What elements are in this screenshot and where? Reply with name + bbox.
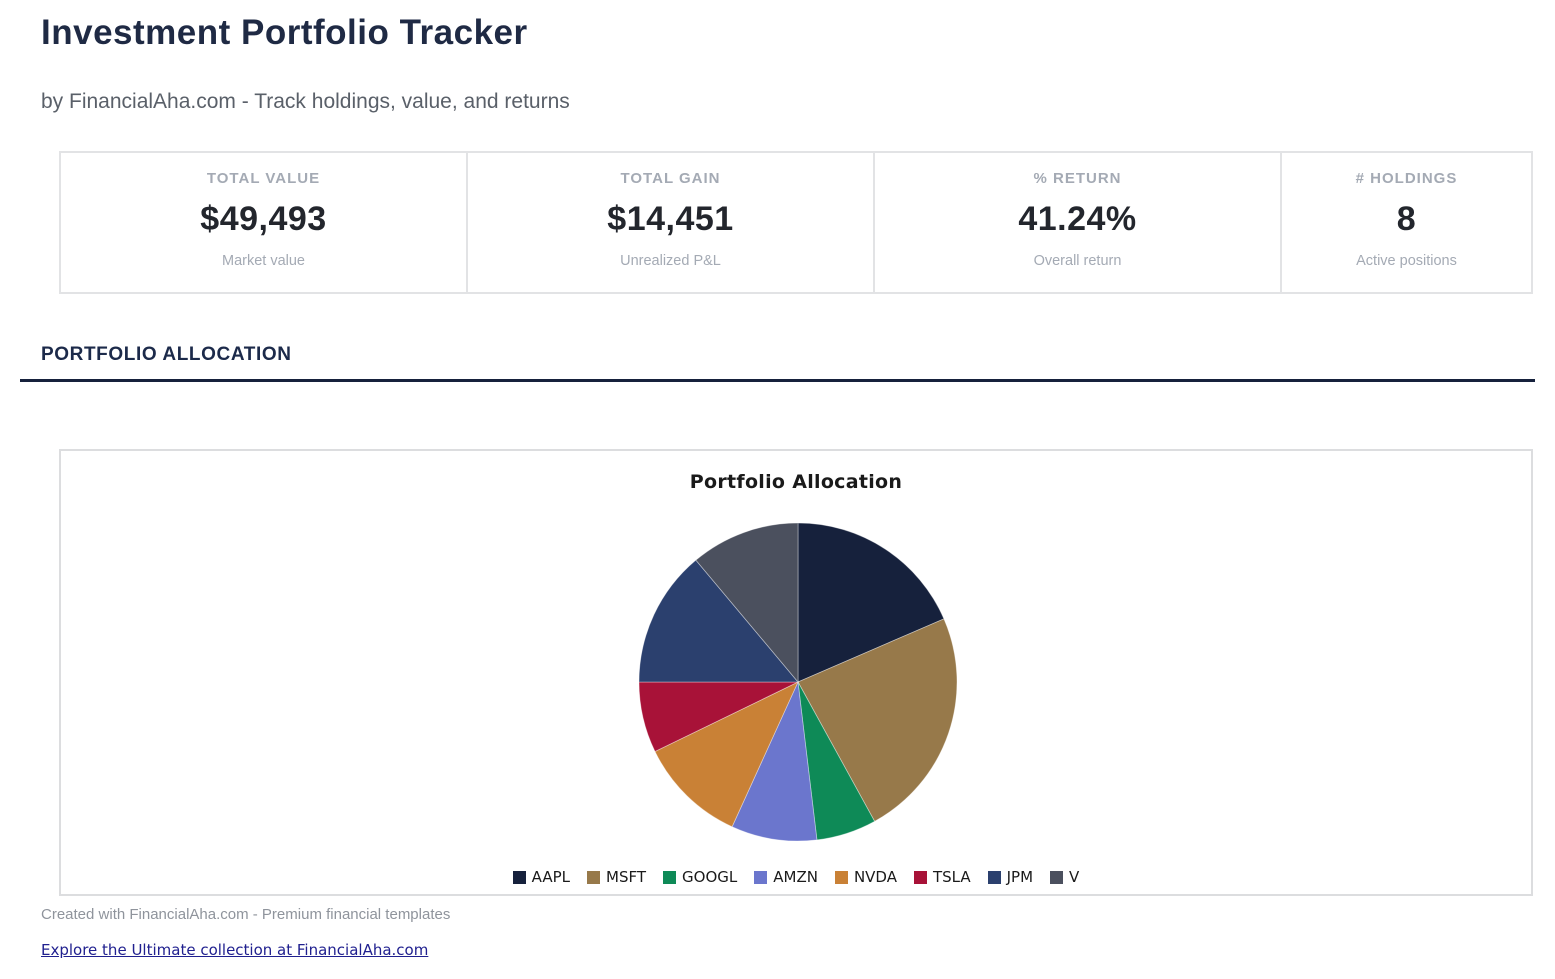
legend-item-tsla: TSLA xyxy=(913,868,971,886)
stat-label: TOTAL GAIN xyxy=(620,170,721,187)
pie-slice-v xyxy=(695,522,799,684)
chart-legend: AAPL MSFT GOOGL AMZN NVDA TSLA JPM V xyxy=(61,868,1531,886)
stat-subtext: Unrealized P&L xyxy=(620,253,721,269)
legend-swatch-icon xyxy=(913,870,927,884)
legend-item-aapl: AAPL xyxy=(512,868,571,886)
legend-label: TSLA xyxy=(932,868,971,886)
legend-label: JPM xyxy=(1006,868,1034,886)
legend-label: MSFT xyxy=(606,868,647,886)
page-subtitle: by FinancialAha.com - Track holdings, va… xyxy=(41,90,570,113)
legend-item-amzn: AMZN xyxy=(754,868,818,886)
stat-label: TOTAL VALUE xyxy=(206,170,321,187)
stat-card-total-value: TOTAL VALUE $49,493 Market value xyxy=(61,153,466,292)
legend-swatch-icon xyxy=(987,870,1001,884)
pie-slice-amzn xyxy=(731,680,818,842)
stat-subtext: Active positions xyxy=(1356,253,1457,269)
legend-label: AAPL xyxy=(531,868,571,886)
legend-swatch-icon xyxy=(1050,870,1064,884)
stat-value: $14,451 xyxy=(607,200,734,238)
legend-swatch-icon xyxy=(512,870,526,884)
legend-label: NVDA xyxy=(853,868,897,886)
stat-value: 8 xyxy=(1396,200,1417,238)
pie-slice-msft xyxy=(797,618,958,822)
pie-slice-tsla xyxy=(638,681,799,753)
pie-chart xyxy=(637,521,959,843)
stat-subtext: Overall return xyxy=(1033,253,1122,269)
stat-subtext: Market value xyxy=(221,253,305,269)
legend-item-msft: MSFT xyxy=(587,868,646,886)
legend-label: GOOGL xyxy=(682,868,738,886)
pie-slice-jpm xyxy=(638,559,799,683)
stat-card-total-gain: TOTAL GAIN $14,451 Unrealized P&L xyxy=(466,153,873,292)
stats-summary-box: TOTAL VALUE $49,493 Market value TOTAL G… xyxy=(59,151,1533,294)
stat-card-holdings-count: # HOLDINGS 8 Active positions xyxy=(1280,153,1531,292)
stat-card-percent-return: % RETURN 41.24% Overall return xyxy=(873,153,1280,292)
stat-label: # HOLDINGS xyxy=(1355,170,1458,187)
section-heading-portfolio-allocation: PORTFOLIO ALLOCATION xyxy=(41,344,292,365)
portfolio-allocation-chart-card: Portfolio Allocation AAPL MSFT GOOGL AMZN NV… xyxy=(59,449,1533,896)
legend-swatch-icon xyxy=(834,870,848,884)
chart-title: Portfolio Allocation xyxy=(689,471,903,493)
legend-swatch-icon xyxy=(663,870,677,884)
legend-item-googl: GOOGL xyxy=(663,868,737,886)
stat-value: $49,493 xyxy=(200,200,327,238)
page-title: Investment Portfolio Tracker xyxy=(41,13,528,52)
footer-explore-link[interactable]: Explore the Ultimate collection at Finan… xyxy=(41,941,429,959)
footer-credit-text: Created with FinancialAha.com - Premium … xyxy=(41,906,451,923)
pie-chart-svg xyxy=(638,522,958,842)
legend-label: AMZN xyxy=(773,868,818,886)
pie-slice-aapl xyxy=(797,522,945,683)
legend-swatch-icon xyxy=(754,870,768,884)
stat-value: 41.24% xyxy=(1018,200,1137,238)
pie-slice-googl xyxy=(797,681,876,841)
legend-item-nvda: NVDA xyxy=(834,868,897,886)
legend-item-v: V xyxy=(1050,868,1079,886)
legend-label: V xyxy=(1069,868,1080,886)
pie-slice-nvda xyxy=(654,681,799,828)
legend-swatch-icon xyxy=(587,870,601,884)
stat-label: % RETURN xyxy=(1033,170,1122,187)
section-divider-rule xyxy=(20,379,1535,382)
legend-item-jpm: JPM xyxy=(987,868,1034,886)
